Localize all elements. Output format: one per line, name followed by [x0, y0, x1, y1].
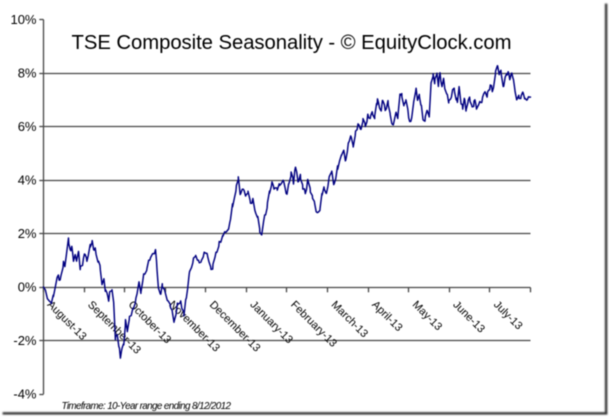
svg-text:-2%: -2%: [13, 333, 37, 348]
svg-text:Timeframe: 10-Year range endin: Timeframe: 10-Year range ending 8/12/201…: [62, 401, 232, 412]
svg-text:April-13: April-13: [369, 299, 404, 334]
svg-text:4%: 4%: [18, 173, 37, 188]
svg-text:10%: 10%: [10, 12, 36, 27]
svg-text:-4%: -4%: [13, 387, 37, 402]
svg-text:TSE Composite Seasonality - ©: TSE Composite Seasonality - © EquityCloc…: [72, 32, 512, 54]
svg-text:March-13: March-13: [329, 299, 370, 340]
svg-text:August-13: August-13: [45, 299, 89, 343]
svg-text:May-13: May-13: [410, 299, 444, 333]
svg-text:8%: 8%: [18, 66, 37, 81]
svg-text:0%: 0%: [18, 280, 37, 295]
svg-text:June-13: June-13: [450, 299, 487, 336]
svg-text:6%: 6%: [18, 119, 37, 134]
svg-text:2%: 2%: [18, 226, 37, 241]
svg-text:July-13: July-13: [491, 299, 525, 333]
